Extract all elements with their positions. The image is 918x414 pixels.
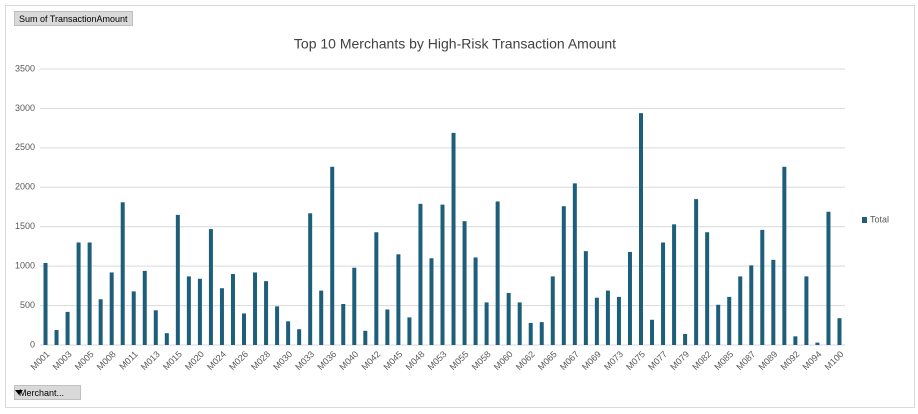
bar (330, 166, 335, 345)
axis-field-button[interactable]: Merchant... (14, 385, 82, 400)
bar (429, 258, 434, 345)
bar (804, 276, 809, 345)
bar (484, 302, 489, 345)
bar (815, 342, 820, 345)
bar (54, 330, 59, 345)
bar (374, 232, 379, 345)
bar (385, 309, 390, 345)
legend-label: Total (870, 214, 889, 224)
bar (363, 330, 368, 345)
bar (87, 242, 92, 345)
bar (495, 201, 500, 345)
bar (572, 183, 577, 345)
y-tick-label: 500 (20, 300, 35, 310)
bar (352, 267, 357, 345)
y-tick-label: 3500 (15, 63, 35, 73)
bar (65, 311, 70, 345)
bar (76, 242, 81, 345)
bar (319, 290, 324, 345)
bar (462, 221, 467, 345)
bar (694, 199, 699, 345)
bar (837, 318, 842, 345)
bar (396, 254, 401, 345)
y-tick-label: 1000 (15, 261, 35, 271)
bar (605, 290, 610, 345)
bar (473, 257, 478, 345)
bar (550, 276, 555, 345)
bar (638, 113, 643, 345)
bar (120, 202, 125, 345)
y-tick-label: 2500 (15, 142, 35, 152)
bar (782, 166, 787, 345)
bar (583, 251, 588, 345)
bar (616, 296, 621, 345)
chart-area (5, 5, 915, 408)
bar (297, 329, 302, 345)
legend-swatch (862, 217, 867, 223)
bar (793, 336, 798, 345)
bar (650, 319, 655, 345)
bar (705, 232, 710, 345)
bar (186, 276, 191, 345)
bar (219, 288, 224, 345)
bar (672, 224, 677, 345)
bar (561, 206, 566, 345)
bar (539, 322, 544, 345)
bar (661, 242, 666, 345)
bar (275, 306, 280, 345)
bar (197, 278, 202, 345)
bar (771, 259, 776, 345)
y-tick-label: 1500 (15, 221, 35, 231)
bar (683, 333, 688, 345)
bar (43, 262, 48, 345)
y-tick-label: 0 (30, 339, 35, 349)
bar (749, 265, 754, 345)
bar (286, 321, 291, 345)
bar (716, 304, 721, 345)
bar (131, 291, 136, 345)
bar (738, 276, 743, 345)
bar (208, 229, 213, 345)
bar (341, 303, 346, 345)
y-tick-label: 2000 (15, 182, 35, 192)
bar (98, 299, 103, 345)
bar (594, 297, 599, 345)
bar (528, 322, 533, 345)
bar (627, 251, 632, 345)
bar (440, 204, 445, 345)
bar (517, 302, 522, 345)
y-tick-label: 3000 (15, 103, 35, 113)
dropdown-arrow (15, 390, 23, 395)
bar (760, 229, 765, 345)
bar (407, 317, 412, 345)
bar (308, 213, 313, 345)
axis-field-label: Merchant... (19, 388, 65, 398)
bar (242, 313, 247, 345)
bar (109, 272, 114, 345)
bar (506, 292, 511, 345)
value-field-button[interactable]: Sum of TransactionAmount (14, 11, 133, 26)
bar (451, 132, 456, 345)
bar (142, 270, 147, 345)
chart-title: Top 10 Merchants by High-Risk Transactio… (294, 36, 616, 52)
bar (230, 274, 235, 345)
bar (253, 272, 258, 345)
bar (175, 214, 180, 345)
bar (153, 310, 158, 345)
bar (264, 281, 269, 345)
bar (826, 211, 831, 345)
bar (418, 203, 423, 345)
bar (164, 333, 169, 345)
bar (727, 296, 732, 345)
